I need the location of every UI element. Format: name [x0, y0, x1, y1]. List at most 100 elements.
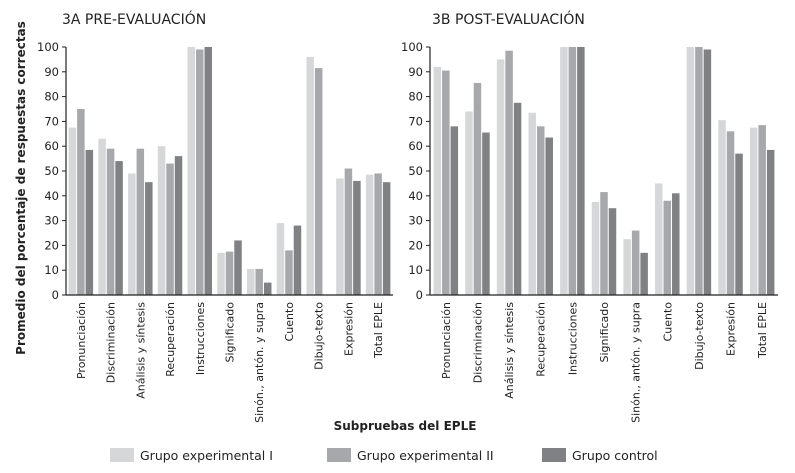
bar-2-6	[263, 282, 272, 295]
bar-0-4	[560, 47, 568, 295]
y-tick-label: 70	[408, 114, 423, 128]
y-tick-label: 10	[44, 263, 59, 277]
y-tick-label: 40	[408, 189, 423, 203]
bar-1-2	[505, 50, 513, 295]
bar-1-3	[536, 126, 545, 295]
y-tick-label: 40	[44, 189, 59, 203]
bar-0-3	[157, 146, 166, 295]
legend-label: Grupo control	[572, 448, 658, 463]
y-tick-label: 30	[44, 214, 59, 228]
legend-swatch	[327, 448, 351, 462]
bar-0-1	[465, 111, 473, 295]
y-tick-label: 100	[37, 40, 59, 54]
category-label: Expresión	[725, 302, 738, 356]
panel-pre: 3A PRE-EVALUACIÓN 0 10 20 30 40 50 60 70 80 90 100 P…	[37, 10, 393, 423]
y-tick-label: 60	[44, 139, 59, 153]
category-label: Recuperación	[164, 302, 177, 377]
bar-0-2	[128, 173, 136, 295]
bar-1-5	[225, 251, 234, 295]
bar-1-8	[695, 47, 703, 295]
category-label: Cuento	[283, 302, 296, 342]
y-axis-label: Promedio del porcentaje de respuestas co…	[14, 21, 28, 355]
bar-2-8	[703, 49, 712, 296]
bar-1-0	[77, 109, 85, 295]
category-label: Instrucciones	[566, 302, 579, 375]
bar-2-0	[85, 149, 94, 295]
y-tick-label: 20	[44, 238, 59, 252]
category-label: Sinón., antón. y supra	[630, 302, 643, 423]
bar-2-1	[482, 132, 490, 295]
bar-0-5	[591, 202, 600, 295]
bar-0-10	[365, 174, 374, 295]
bar-2-9	[353, 180, 361, 295]
bar-0-6	[246, 268, 255, 295]
legend-swatch	[110, 448, 134, 462]
legend-swatch	[542, 448, 566, 462]
bar-2-3	[545, 137, 553, 295]
y-tick-label: 60	[408, 139, 423, 153]
bar-1-0	[442, 70, 450, 295]
bar-1-10	[758, 125, 766, 296]
y-tick-label: 20	[408, 238, 423, 252]
bar-0-4	[187, 47, 196, 295]
category-label: Pronunciación	[75, 302, 88, 379]
category-label: Cuento	[661, 302, 674, 342]
y-tick-label: 70	[44, 114, 59, 128]
bar-2-7	[293, 225, 302, 295]
y-tick-label: 80	[408, 90, 423, 104]
y-tick-label: 90	[44, 65, 59, 79]
legend: Grupo experimental I Grupo experimental I…	[110, 448, 658, 463]
bar-1-4	[568, 47, 577, 295]
bar-0-9	[336, 178, 344, 295]
y-tick-label: 80	[44, 90, 59, 104]
y-tick-label: 90	[408, 65, 423, 79]
bar-0-8	[686, 47, 695, 295]
y-tick-label: 50	[44, 164, 59, 178]
bar-0-0	[68, 127, 77, 295]
bar-0-8	[306, 56, 314, 295]
category-label: Discriminación	[105, 302, 118, 383]
category-label: Significado	[224, 302, 237, 363]
panel-title: 3B POST-EVALUACIÓN	[432, 10, 585, 28]
category-label: Total EPLE	[756, 302, 769, 359]
category-label: Dibujo-texto	[693, 302, 706, 370]
category-label: Análisis y síntesis	[134, 302, 147, 399]
bar-2-3	[174, 156, 183, 295]
bar-1-7	[663, 200, 672, 295]
category-label: Recuperación	[535, 302, 548, 377]
legend-label: Grupo experimental II	[357, 448, 494, 463]
panel-title: 3A PRE-EVALUACIÓN	[62, 10, 206, 28]
bar-2-5	[608, 208, 617, 295]
bar-1-1	[473, 82, 482, 296]
y-tick-label: 10	[408, 263, 423, 277]
bar-0-7	[276, 223, 285, 295]
y-tick-label: 50	[408, 164, 423, 178]
y-tick-label: 0	[52, 288, 59, 302]
bar-2-2	[513, 102, 522, 295]
bar-1-7	[285, 250, 293, 295]
panel-post: 3B POST-EVALUACIÓN 0 10 20 30 40 50 60 70 80 90 100…	[401, 10, 778, 423]
bar-0-2	[496, 59, 505, 296]
y-tick-label: 30	[408, 214, 423, 228]
legend-label: Grupo experimental I	[140, 448, 273, 463]
bar-2-0	[450, 126, 459, 295]
bar-2-9	[735, 153, 743, 295]
bar-2-10	[382, 182, 391, 295]
category-label: Sinón., antón. y supra	[253, 302, 266, 423]
bar-2-5	[234, 240, 242, 295]
bar-2-1	[115, 161, 123, 295]
bar-1-6	[255, 268, 263, 295]
bar-1-3	[166, 163, 174, 295]
bar-2-7	[672, 193, 680, 295]
category-label: Discriminación	[471, 302, 484, 383]
x-axis-label: Subpruebas del EPLE	[334, 419, 477, 433]
y-tick-label: 100	[401, 40, 423, 54]
bar-2-4	[577, 47, 585, 295]
bar-0-10	[749, 127, 758, 295]
bar-0-1	[98, 138, 106, 295]
bar-2-2	[145, 182, 153, 295]
bar-1-5	[600, 192, 608, 295]
bar-1-1	[106, 148, 115, 295]
category-label: Significado	[598, 302, 611, 363]
